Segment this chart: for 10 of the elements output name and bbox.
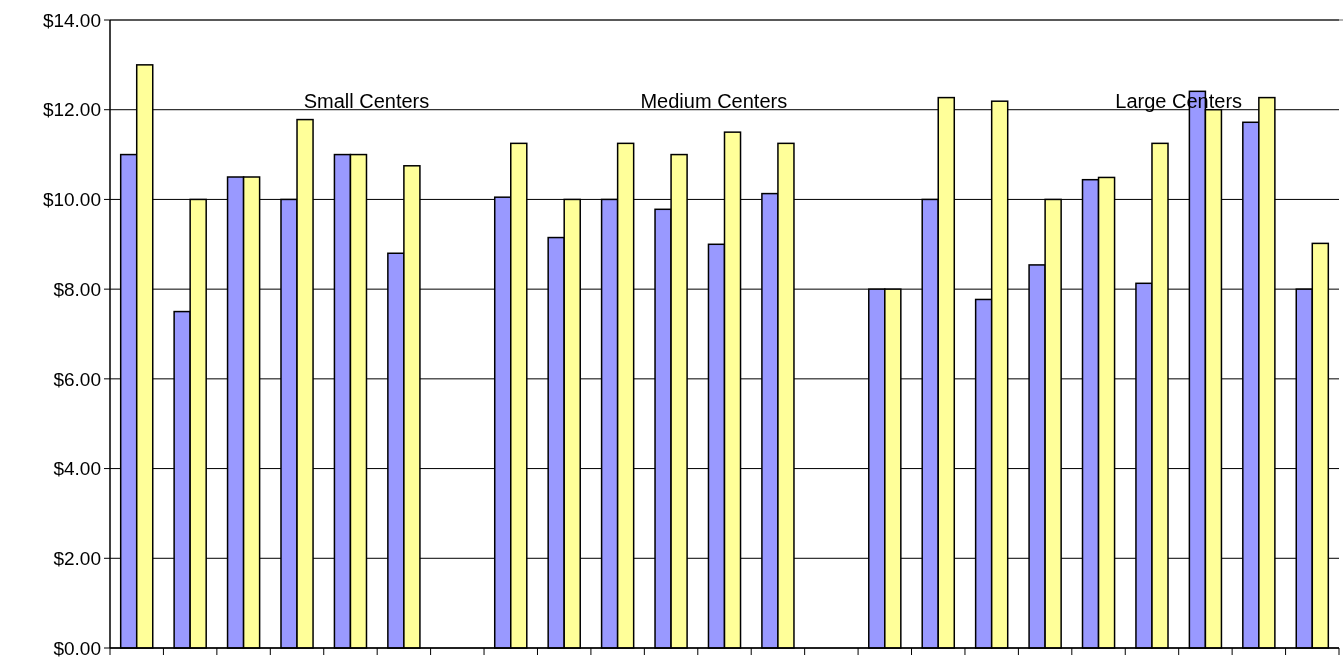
y-tick-label: $6.00 — [53, 368, 101, 390]
y-tick-label: $2.00 — [53, 547, 101, 569]
y-tick-label: $8.00 — [53, 278, 101, 300]
y-tick-label: $4.00 — [53, 458, 101, 480]
y-tick-label: $12.00 — [42, 99, 101, 121]
annotation: Medium Centers — [640, 89, 788, 112]
y-tick-label: $10.00 — [42, 189, 101, 211]
annotation: Small Centers — [303, 89, 430, 112]
y-tick-label: $14.00 — [42, 9, 101, 31]
y-tick-label: $0.00 — [53, 637, 101, 659]
